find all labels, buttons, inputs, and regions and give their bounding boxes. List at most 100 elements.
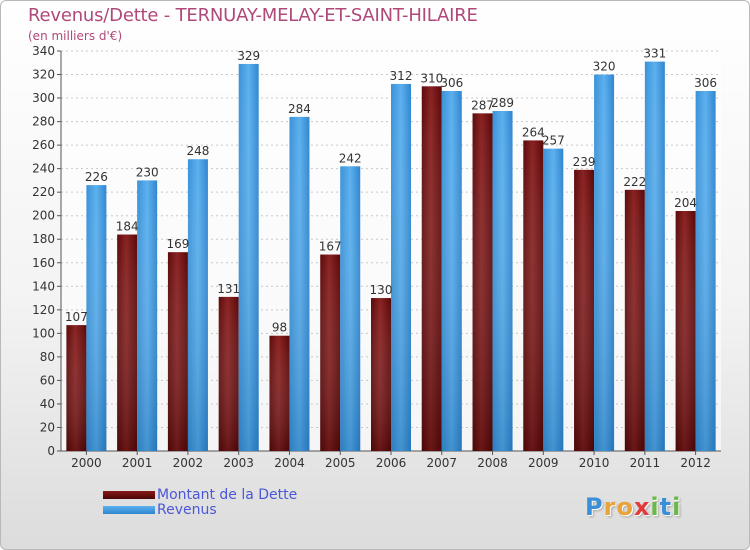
bar-revenus-shade (594, 74, 615, 451)
data-label-revenus: 312 (390, 69, 413, 83)
bar-revenus-shade (86, 185, 107, 451)
data-label-revenus: 242 (339, 151, 362, 165)
y-tick-label: 60 (40, 373, 55, 387)
legend-label-revenus: Revenus (157, 501, 217, 518)
data-label-revenus: 248 (186, 144, 209, 158)
chart-subtitle: (en milliers d'€) (28, 29, 123, 43)
y-tick-label: 280 (32, 115, 55, 129)
bar-revenus-shade (137, 180, 158, 452)
bar-dette-shade (269, 335, 290, 451)
y-tick-label: 40 (40, 397, 55, 411)
y-tick-label: 340 (32, 44, 55, 58)
bar-dette-shade (523, 140, 544, 452)
data-label-revenus: 257 (542, 134, 565, 148)
x-tick-label: 2009 (528, 456, 559, 470)
data-label-dette: 130 (370, 283, 393, 297)
legend: Montant de la Dette Revenus (103, 486, 298, 518)
y-tick-label: 80 (40, 350, 55, 364)
x-tick-label: 2005 (325, 456, 356, 470)
data-label-revenus: 320 (593, 60, 616, 74)
bar-revenus-shade (644, 61, 665, 452)
y-tick-label: 120 (32, 303, 55, 317)
bar-dette-shade (66, 325, 87, 451)
bar-dette-shade (472, 113, 493, 452)
y-tick-label: 100 (32, 326, 55, 340)
data-label-dette: 204 (674, 196, 697, 210)
y-tick-label: 20 (40, 420, 55, 434)
bar-revenus-shade (492, 111, 513, 451)
logo-letter: i (650, 493, 660, 521)
logo-letter: i (672, 493, 682, 521)
y-tick-label: 300 (32, 91, 55, 105)
proxiti-logo: Proxiti (585, 493, 681, 521)
x-tick-label: 2007 (426, 456, 457, 470)
data-label-dette: 239 (573, 155, 596, 169)
y-tick-label: 140 (32, 279, 55, 293)
bar-dette-shade (117, 234, 138, 451)
y-tick-label: 200 (32, 209, 55, 223)
logo-letter: x (633, 493, 651, 521)
logo-letter: P (585, 493, 604, 521)
data-label-dette: 310 (420, 71, 443, 85)
bar-dette-shade (574, 169, 595, 451)
data-label-dette: 287 (471, 98, 494, 112)
data-label-revenus: 226 (85, 170, 108, 184)
data-label-dette: 167 (319, 240, 342, 254)
data-label-dette: 131 (217, 282, 240, 296)
bar-revenus-shade (289, 116, 310, 451)
x-tick-label: 2012 (680, 456, 711, 470)
bar-revenus-shade (187, 159, 208, 451)
x-tick-label: 2003 (223, 456, 254, 470)
x-tick-label: 2010 (579, 456, 610, 470)
x-tick-label: 2006 (376, 456, 407, 470)
bar-revenus-shade (238, 63, 259, 452)
data-label-dette: 264 (522, 125, 545, 139)
logo-letter: t (659, 493, 673, 521)
legend-label-dette: Montant de la Dette (157, 486, 298, 503)
x-tick-label: 2000 (71, 456, 102, 470)
bar-dette-shade (624, 189, 645, 451)
bar-dette-shade (320, 254, 341, 451)
data-label-revenus: 306 (440, 76, 463, 90)
data-label-revenus: 306 (694, 76, 717, 90)
bar-dette-shade (675, 211, 696, 451)
bar-revenus-shade (391, 83, 411, 452)
data-label-dette: 169 (166, 237, 189, 251)
legend-item-dette: Montant de la Dette (103, 486, 298, 503)
data-label-dette: 98 (272, 321, 287, 335)
data-label-dette: 222 (623, 175, 646, 189)
x-tick-label: 2011 (630, 456, 661, 470)
legend-swatch-revenus (103, 505, 155, 514)
data-label-revenus: 284 (288, 102, 311, 116)
y-tick-label: 160 (32, 256, 55, 270)
y-tick-label: 260 (32, 138, 55, 152)
y-tick-label: 220 (32, 185, 55, 199)
data-label-dette: 184 (116, 220, 139, 234)
bar-dette-shade (167, 252, 188, 451)
x-tick-label: 2008 (477, 456, 508, 470)
y-tick-label: 320 (32, 68, 55, 82)
legend-item-revenus: Revenus (103, 501, 297, 518)
bar-dette-shade (371, 298, 391, 451)
logo-letter: r (603, 493, 617, 521)
x-tick-label: 2002 (173, 456, 204, 470)
legend-swatch-dette (103, 490, 155, 499)
data-label-revenus: 329 (237, 49, 260, 63)
data-label-revenus: 331 (643, 47, 666, 61)
x-tick-label: 2001 (122, 456, 153, 470)
bar-dette-shade (218, 296, 239, 451)
data-label-dette: 107 (65, 310, 88, 324)
bar-revenus-shade (441, 91, 462, 451)
bar-revenus-shade (543, 148, 564, 451)
logo-letter: o (616, 493, 634, 521)
chart-title: Revenus/Dette - TERNUAY-MELAY-ET-SAINT-H… (28, 5, 478, 26)
y-tick-label: 240 (32, 162, 55, 176)
data-label-revenus: 230 (136, 165, 159, 179)
data-label-revenus: 289 (491, 96, 514, 110)
y-tick-label: 180 (32, 232, 55, 246)
bar-revenus-shade (695, 91, 716, 451)
bar-revenus-shade (340, 166, 361, 451)
y-tick-label: 0 (47, 444, 55, 458)
